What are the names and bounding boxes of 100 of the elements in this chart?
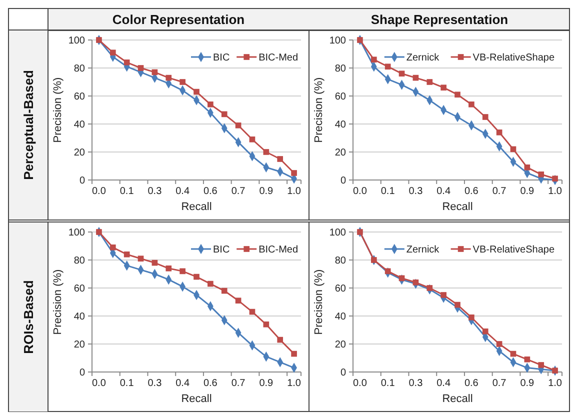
y-tick-label: 60 xyxy=(74,92,86,102)
y-tick-label: 80 xyxy=(74,256,86,266)
point xyxy=(235,298,242,304)
point xyxy=(357,37,363,43)
point xyxy=(468,314,474,320)
point xyxy=(166,265,172,272)
x-axis-title: Recall xyxy=(442,201,473,213)
point xyxy=(482,114,488,120)
y-tick-label: 0 xyxy=(79,176,86,186)
x-tick-label: 1.0 xyxy=(287,186,302,197)
point xyxy=(235,122,242,128)
point xyxy=(263,321,270,328)
y-tick-label: 40 xyxy=(74,312,86,322)
point xyxy=(357,229,363,235)
point xyxy=(454,92,460,98)
point xyxy=(384,64,391,70)
x-tick-label: 0.7 xyxy=(231,186,246,197)
point xyxy=(440,292,446,298)
point xyxy=(277,156,284,162)
x-tick-label: 0.6 xyxy=(203,186,218,197)
point xyxy=(208,280,214,287)
text: Perceptual-Based xyxy=(21,70,36,180)
x-tick-label: 0.4 xyxy=(436,186,451,197)
y-tick-label: 20 xyxy=(74,148,86,158)
point xyxy=(194,88,200,95)
point xyxy=(166,74,172,81)
x-tick-label: 0.7 xyxy=(231,378,246,389)
text: ROIs-Based xyxy=(21,280,36,354)
x-tick-label: 0.4 xyxy=(176,378,190,389)
x-tick-label: 1.0 xyxy=(548,378,562,389)
point xyxy=(524,356,530,362)
x-tick-label: 0.7 xyxy=(492,186,507,197)
x-tick-label: 1.0 xyxy=(287,378,302,389)
legend-label: VB-RelativeShape xyxy=(472,52,555,64)
x-tick-label: 0.0 xyxy=(92,186,106,197)
chart-title: Color Representation xyxy=(112,12,245,27)
legend-label: BIC xyxy=(213,244,230,256)
x-axis-title: Recall xyxy=(442,393,473,405)
point xyxy=(124,251,130,258)
point xyxy=(398,70,405,77)
y-tick-label: 20 xyxy=(334,340,346,350)
x-tick-label: 0.3 xyxy=(148,378,162,389)
y-tick-label: 100 xyxy=(68,228,86,238)
point xyxy=(208,101,214,108)
point xyxy=(496,341,502,347)
point xyxy=(370,257,377,263)
point xyxy=(538,362,544,368)
y-tick-label: 0 xyxy=(340,176,346,186)
y-axis-title: Precision (%) xyxy=(52,77,64,143)
x-tick-label: 0.6 xyxy=(464,186,479,197)
x-tick-label: 0.9 xyxy=(520,186,535,197)
point xyxy=(412,279,419,286)
legend-label: BIC xyxy=(213,52,230,64)
x-axis-title: Recall xyxy=(181,201,212,213)
point xyxy=(263,149,270,155)
x-tick-label: 0.9 xyxy=(259,378,274,389)
y-tick-label: 0 xyxy=(79,368,86,378)
point xyxy=(180,268,186,274)
y-tick-label: 80 xyxy=(334,64,346,74)
y-tick-label: 60 xyxy=(334,92,346,102)
point xyxy=(138,65,144,71)
x-tick-label: 0.6 xyxy=(464,378,479,389)
x-tick-label: 0.3 xyxy=(408,186,424,197)
x-tick-label: 0.4 xyxy=(176,186,190,197)
point xyxy=(221,111,228,118)
point xyxy=(110,50,116,56)
point xyxy=(180,79,186,85)
y-tick-label: 40 xyxy=(334,120,346,130)
point xyxy=(291,350,297,357)
point xyxy=(249,136,256,142)
x-tick-label: 0.1 xyxy=(120,186,134,197)
point xyxy=(496,129,502,136)
point xyxy=(110,244,116,250)
x-tick-label: 0.7 xyxy=(492,378,507,389)
y-tick-label: 100 xyxy=(329,36,346,46)
x-tick-label: 1.0 xyxy=(548,186,562,197)
legend-label: Zernick xyxy=(406,52,440,64)
point xyxy=(482,328,488,334)
legend-label: VB-RelativeShape xyxy=(472,244,555,256)
y-tick-label: 40 xyxy=(74,120,86,130)
point xyxy=(552,176,558,182)
legend-label: Zernick xyxy=(406,244,440,256)
point xyxy=(277,336,284,343)
x-tick-label: 0.1 xyxy=(380,378,396,389)
x-tick-label: 0.3 xyxy=(148,186,162,197)
legend-label: BIC-Med xyxy=(258,244,298,256)
point xyxy=(124,59,130,66)
chart-title: Shape Representation xyxy=(370,12,508,27)
x-tick-label: 0.4 xyxy=(436,378,451,389)
y-tick-label: 20 xyxy=(334,148,346,158)
point xyxy=(440,84,446,91)
y-tick-label: 100 xyxy=(68,36,86,46)
point xyxy=(426,79,433,85)
y-tick-label: 60 xyxy=(334,284,346,294)
y-tick-label: 80 xyxy=(334,256,346,266)
x-tick-label: 0.1 xyxy=(120,378,134,389)
y-tick-label: 0 xyxy=(340,368,346,378)
x-tick-label: 0.0 xyxy=(353,378,368,389)
x-tick-label: 0.6 xyxy=(203,378,218,389)
point xyxy=(524,164,530,170)
